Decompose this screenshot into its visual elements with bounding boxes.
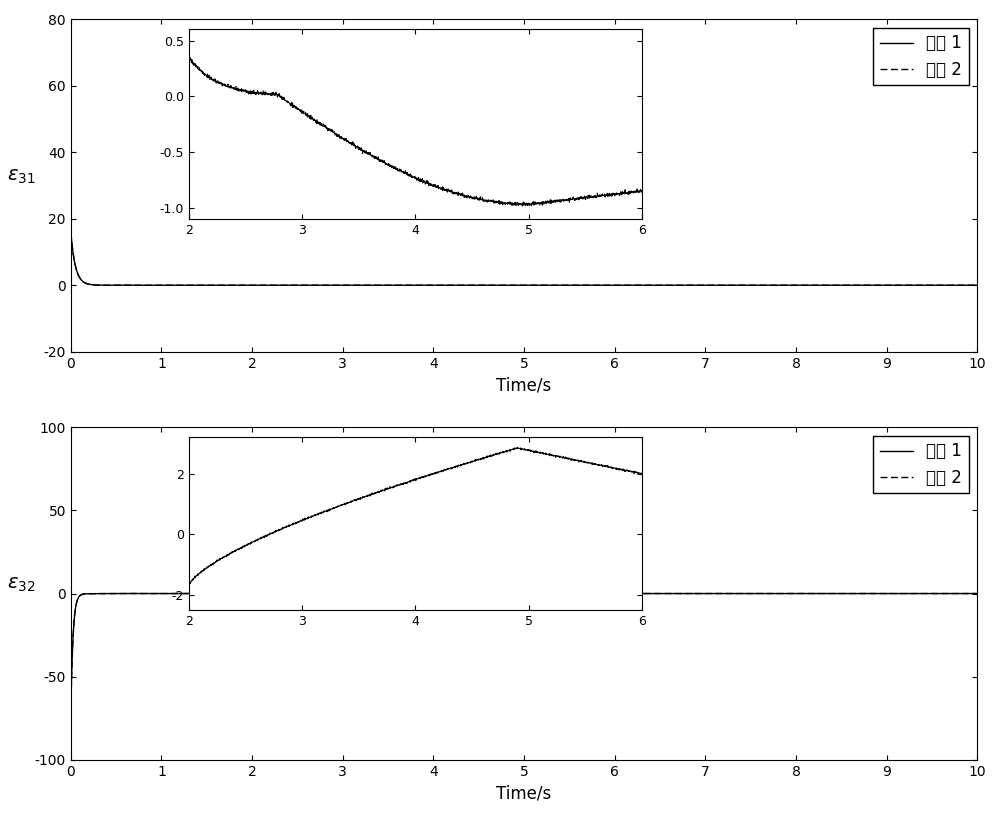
方法 1 — [601, 588, 613, 598]
Legend: 方法 1, 方法 2: 方法 1, 方法 2 — [873, 436, 969, 494]
方法 2 — [393, 281, 405, 290]
方法 2 — [641, 281, 653, 290]
Y-axis label: $\varepsilon_{32}$: $\varepsilon_{32}$ — [7, 574, 35, 593]
方法 1 — [65, 705, 77, 715]
方法 1 — [393, 588, 405, 598]
方法 1 — [737, 588, 749, 598]
方法 1 — [110, 281, 122, 290]
Y-axis label: $\varepsilon_{31}$: $\varepsilon_{31}$ — [7, 166, 35, 185]
方法 2 — [65, 705, 77, 715]
Line: 方法 1: 方法 1 — [71, 593, 977, 710]
方法 1 — [138, 281, 150, 290]
方法 2 — [65, 227, 77, 237]
方法 2 — [737, 281, 749, 290]
方法 2 — [601, 281, 613, 290]
Line: 方法 1: 方法 1 — [71, 232, 977, 286]
方法 2 — [110, 281, 122, 290]
方法 1 — [393, 281, 405, 290]
方法 1 — [971, 588, 983, 598]
方法 1 — [641, 281, 653, 290]
方法 2 — [641, 588, 653, 598]
方法 1 — [110, 588, 122, 598]
方法 1 — [124, 588, 136, 598]
方法 2 — [393, 588, 405, 598]
方法 2 — [785, 588, 797, 598]
方法 1 — [641, 588, 653, 598]
方法 2 — [119, 588, 131, 598]
方法 1 — [785, 281, 797, 290]
方法 2 — [601, 588, 613, 598]
方法 2 — [971, 281, 983, 290]
方法 2 — [139, 281, 151, 290]
Legend: 方法 1, 方法 2: 方法 1, 方法 2 — [873, 28, 969, 86]
方法 1 — [785, 588, 797, 598]
X-axis label: Time/s: Time/s — [496, 376, 552, 394]
方法 2 — [737, 588, 749, 598]
方法 1 — [65, 227, 77, 237]
方法 1 — [601, 281, 613, 290]
Line: 方法 2: 方法 2 — [71, 232, 977, 286]
方法 2 — [785, 281, 797, 290]
方法 2 — [971, 588, 983, 598]
方法 1 — [737, 281, 749, 290]
Line: 方法 2: 方法 2 — [71, 593, 977, 710]
X-axis label: Time/s: Time/s — [496, 784, 552, 802]
方法 2 — [110, 588, 122, 598]
方法 1 — [971, 281, 983, 290]
